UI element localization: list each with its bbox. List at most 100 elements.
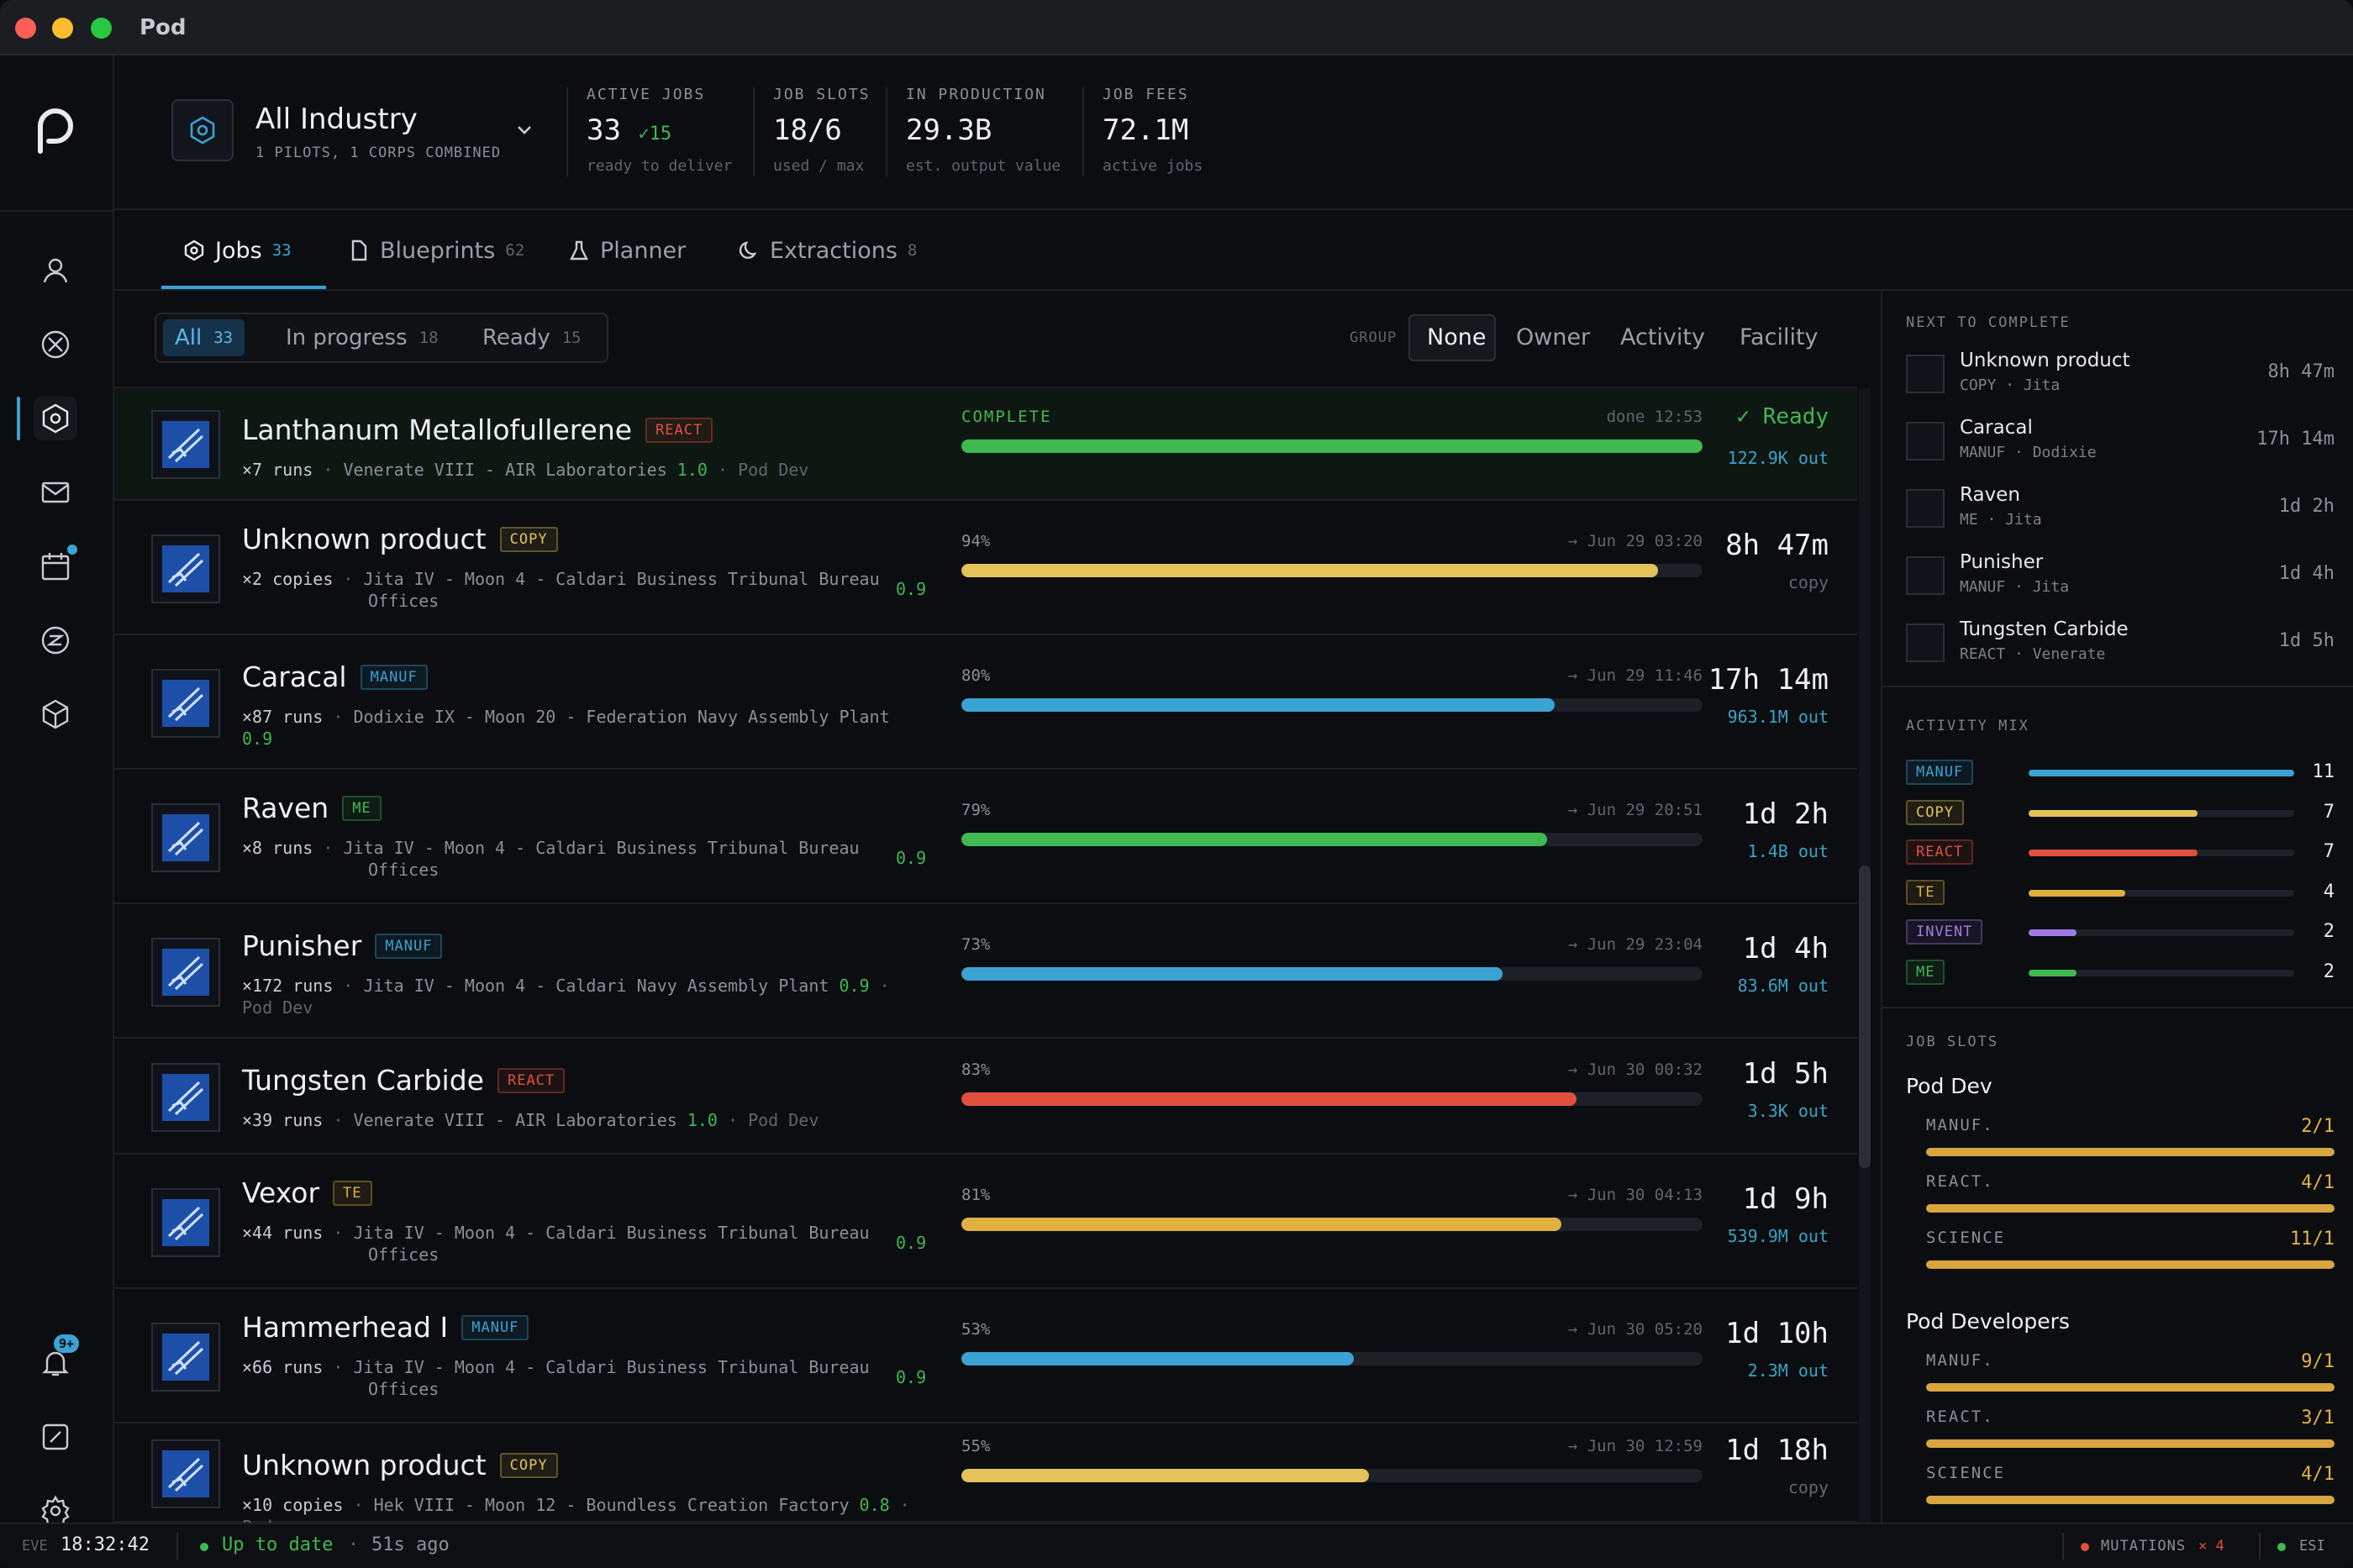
next-to-complete-item[interactable]: Unknown product COPY · Jita 8h 47m — [1906, 346, 2335, 405]
job-row[interactable]: Tungsten Carbide REACT ×39 runs · Venera… — [114, 1040, 1857, 1155]
job-owner: Pod Dev — [748, 1110, 819, 1130]
sidebar-item-combat[interactable] — [34, 323, 77, 366]
sidebar-item-settings[interactable] — [34, 1489, 77, 1533]
slot-bar — [1926, 1496, 2335, 1504]
close-window-button[interactable] — [15, 18, 36, 39]
job-title: Hammerhead I MANUF — [242, 1311, 529, 1344]
tab-planner[interactable]: Planner — [568, 210, 686, 291]
sidebar-item-assets[interactable] — [34, 692, 77, 736]
scope-selector[interactable]: All Industry 1 PILOTS, 1 CORPS COMBINED — [168, 87, 546, 180]
group-option-owner[interactable]: Owner — [1516, 324, 1591, 350]
job-progress-fill — [961, 698, 1555, 712]
status-divider — [176, 1533, 178, 1560]
sidebar-item-characters[interactable] — [34, 249, 77, 292]
sidebar: 9+ — [0, 55, 114, 1528]
hexagon-icon — [190, 116, 215, 145]
next-to-complete-item[interactable]: Caracal MANUF · Dodixie 17h 14m — [1906, 413, 2335, 472]
stat-divider — [886, 87, 887, 176]
job-location: Dodixie IX - Moon 20 - Federation Navy A… — [353, 707, 890, 727]
minimize-window-button[interactable] — [52, 18, 73, 39]
job-row[interactable]: Unknown product COPY ×10 copies · Hek VI… — [114, 1425, 1857, 1537]
filter-in-progress[interactable]: In progress 18 — [274, 319, 450, 356]
activity-badge: COPY — [499, 1452, 558, 1478]
right-panel: NEXT TO COMPLETE Unknown product COPY · … — [1881, 291, 2353, 1523]
job-row[interactable]: Raven ME ×8 runs · Jita IV - Moon 4 - Ca… — [114, 771, 1857, 904]
job-title: Punisher MANUF — [242, 929, 443, 962]
item-name: Caracal — [1960, 417, 2033, 439]
job-location-line2: Offices — [368, 1379, 440, 1399]
job-row[interactable]: Vexor TE ×44 runs · Jita IV - Moon 4 - C… — [114, 1156, 1857, 1289]
next-to-complete-item[interactable]: Raven ME · Jita 1d 2h — [1906, 481, 2335, 539]
slot-bar — [1926, 1439, 2335, 1448]
activity-mix-fill — [2029, 889, 2125, 897]
job-output: 2.3M out — [1747, 1360, 1829, 1381]
filter-ready[interactable]: Ready 15 — [471, 319, 593, 356]
job-time-remaining: 1d 10h — [1725, 1317, 1829, 1350]
job-security: 0.9 — [896, 1233, 927, 1253]
job-output: 963.1M out — [1727, 707, 1829, 727]
job-meta: ×66 runs · Jita IV - Moon 4 - Caldari Bu… — [242, 1357, 870, 1377]
scrollbar-thumb[interactable] — [1859, 866, 1871, 1168]
job-slot-row: MANUF. 2/1 — [1926, 1116, 2335, 1171]
tab-jobs[interactable]: Jobs 33 — [183, 210, 292, 291]
job-status: 81% — [961, 1186, 991, 1204]
sidebar-item-industry[interactable] — [34, 397, 77, 440]
job-slot-row: REACT. 4/1 — [1926, 1172, 2335, 1228]
job-progress-fill — [961, 1352, 1355, 1365]
tab-count: 62 — [505, 241, 525, 260]
job-time-remaining: 1d 5h — [1742, 1057, 1829, 1091]
item-name: Tungsten Carbide — [1960, 618, 2129, 640]
sidebar-item-market[interactable] — [34, 618, 77, 662]
activity-badge: REACT — [645, 417, 713, 443]
filter-count: 33 — [213, 329, 234, 347]
activity-mix-row: COPY 7 — [1906, 798, 2335, 832]
job-row[interactable]: Punisher MANUF ×172 runs · Jita IV - Moo… — [114, 906, 1857, 1039]
group-option-facility[interactable]: Facility — [1740, 324, 1819, 350]
job-eta: → Jun 30 04:13 — [1567, 1186, 1703, 1204]
job-row[interactable]: Caracal MANUF ×87 runs · Dodixie IX - Mo… — [114, 637, 1857, 770]
job-progress-fill — [961, 967, 1503, 981]
notifications-button[interactable] — [34, 1341, 77, 1385]
activity-mix-track — [2029, 929, 2294, 936]
job-title: Unknown product COPY — [242, 1449, 558, 1481]
filter-label: In progress — [286, 325, 408, 350]
scrollbar[interactable] — [1859, 388, 1871, 1523]
app-logo[interactable] — [29, 103, 82, 156]
mutations-label[interactable]: MUTATIONS — [2101, 1538, 2187, 1555]
slot-value: 4/1 — [2301, 1172, 2335, 1193]
moon-icon — [739, 241, 757, 259]
maximize-window-button[interactable] — [91, 18, 112, 39]
tab-blueprints[interactable]: Blueprints 62 — [348, 210, 524, 291]
job-location: Jita IV - Moon 4 - Caldari Business Trib… — [353, 1223, 870, 1243]
slot-value: 2/1 — [2301, 1116, 2335, 1137]
job-row[interactable]: Hammerhead I MANUF ×66 runs · Jita IV - … — [114, 1291, 1857, 1423]
next-to-complete-item[interactable]: Tungsten Carbide REACT · Venerate 1d 5h — [1906, 615, 2335, 674]
group-option-none[interactable] — [1408, 314, 1496, 361]
filter-all[interactable]: All 33 — [163, 319, 245, 356]
job-row[interactable]: Unknown product COPY ×2 copies · Jita IV… — [114, 502, 1857, 635]
activity-mix-row: REACT 7 — [1906, 838, 2335, 871]
sidebar-item-mail[interactable] — [34, 471, 77, 514]
activity-mix-fill — [2029, 850, 2198, 856]
job-progress-fill — [961, 1469, 1370, 1482]
stat-value: 29.3B — [906, 113, 992, 147]
job-eta: → Jun 30 05:20 — [1567, 1320, 1703, 1339]
job-progress-fill — [961, 564, 1659, 577]
sidebar-item-calendar[interactable] — [34, 545, 77, 588]
job-title: Caracal MANUF — [242, 660, 428, 693]
group-option-activity[interactable]: Activity — [1620, 324, 1705, 350]
stat-active-jobs: ACTIVE JOBS 33 ✓15 ready to deliver — [587, 86, 732, 175]
job-name: Hammerhead I — [242, 1311, 449, 1344]
product-icon — [151, 1439, 220, 1508]
next-to-complete-item[interactable]: Punisher MANUF · Jita 1d 4h — [1906, 548, 2335, 607]
job-count: ×172 runs — [242, 976, 334, 996]
job-status: 94% — [961, 532, 991, 550]
activity-mix-fill — [2029, 969, 2077, 976]
tab-extractions[interactable]: Extractions 8 — [738, 210, 917, 291]
stat-sub: est. output value — [906, 157, 1061, 175]
job-progress-track — [961, 967, 1703, 981]
job-security: 0.9 — [896, 579, 927, 599]
job-row[interactable]: Lanthanum Metallofullerene REACT ×7 runs… — [114, 388, 1857, 501]
sidebar-item-dashboard[interactable] — [34, 1415, 77, 1459]
